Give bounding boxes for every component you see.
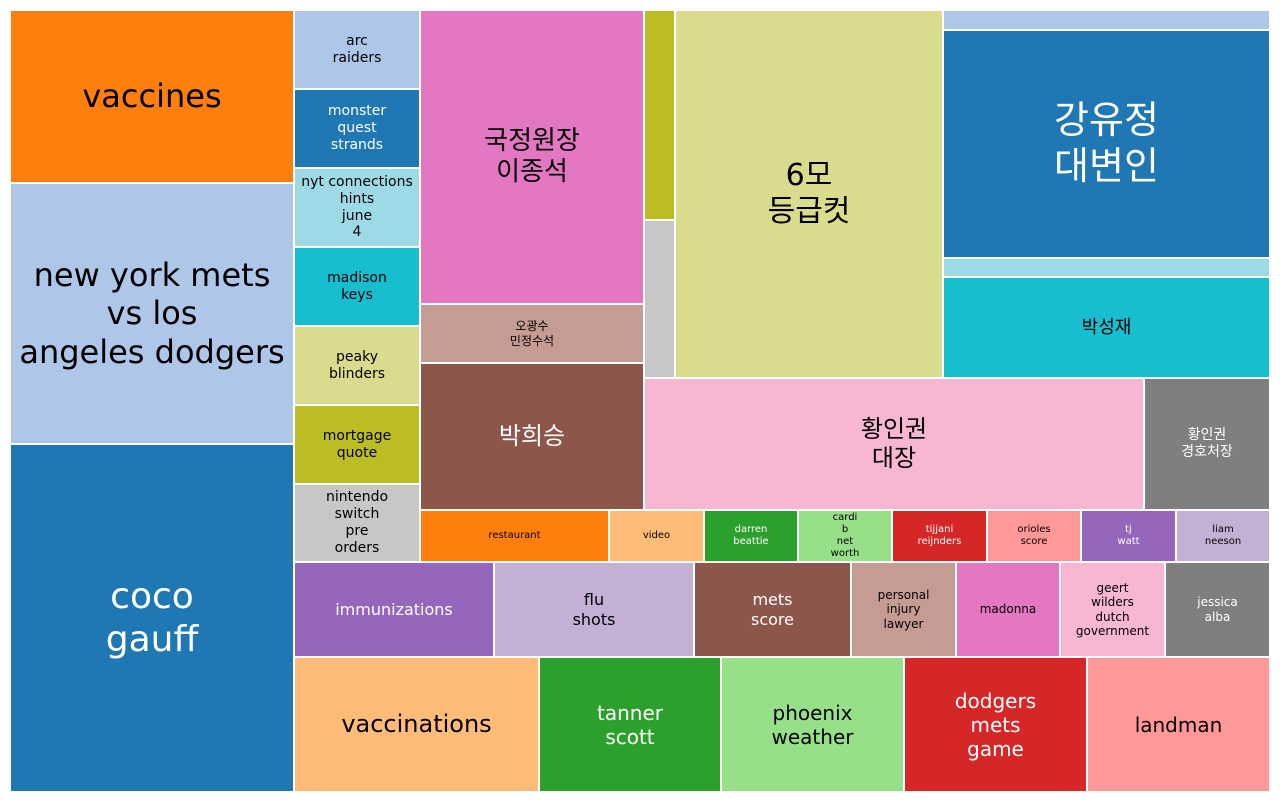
treemap-tile: coco gauff: [10, 444, 294, 792]
treemap-tile: 황인권 대장: [644, 378, 1144, 510]
treemap-tile: landman: [1087, 657, 1270, 792]
treemap-tile-label: 박성재: [1081, 316, 1132, 338]
treemap-tile: flu shots: [494, 562, 694, 657]
treemap-tile-label: phoenix weather: [771, 700, 854, 749]
treemap-tile-label: orioles score: [1017, 524, 1051, 547]
treemap-tile: 박성재: [943, 277, 1270, 378]
treemap-tile: 6모 등급컷: [675, 10, 943, 378]
treemap-tile-label: liam neeson: [1204, 524, 1242, 547]
treemap-tile: vaccinations: [294, 657, 539, 792]
treemap-tile-label: vaccinations: [341, 710, 492, 739]
treemap-tile: 박희승: [420, 363, 644, 510]
treemap-tile: new york mets vs los angeles dodgers: [10, 183, 294, 444]
treemap-tile-label: video: [642, 530, 671, 541]
treemap-tile-label: 강유정 대변인: [1054, 98, 1159, 188]
treemap-tile-label: tijjani reijnders: [917, 524, 962, 547]
treemap-tile-label: madonna: [979, 602, 1037, 617]
treemap-tile: [943, 10, 1270, 30]
treemap-tile-label: monster quest strands: [327, 103, 387, 153]
treemap-tile-label: dodgers mets game: [954, 688, 1037, 761]
treemap-tile-label: peaky blinders: [328, 348, 386, 382]
treemap-tile-label: 6모 등급컷: [767, 158, 851, 229]
treemap-tile-label: nyt connections hints june 4: [301, 173, 413, 241]
treemap-tile: nyt connections hints june 4: [294, 168, 420, 247]
treemap-tile: orioles score: [987, 510, 1081, 562]
treemap-tile: 강유정 대변인: [943, 30, 1270, 258]
treemap-tile: madison keys: [294, 247, 420, 326]
treemap-tile: liam neeson: [1176, 510, 1270, 562]
treemap-tile-label: flu shots: [572, 590, 616, 629]
treemap-tile: tijjani reijnders: [892, 510, 987, 562]
treemap-tile-label: jessica alba: [1197, 595, 1238, 624]
treemap-tile-label: personal injury lawyer: [877, 587, 930, 631]
treemap-tile-label: 국정원장 이종석: [484, 125, 580, 187]
treemap-tile: [644, 10, 675, 220]
treemap-tile: [943, 258, 1270, 277]
treemap-tile: dodgers mets game: [904, 657, 1087, 792]
treemap-tile: monster quest strands: [294, 89, 420, 168]
treemap-tile-label: arc raiders: [332, 32, 382, 66]
treemap-tile: cardi b net worth: [798, 510, 892, 562]
treemap-tile-label: 황인권 경호처장: [1181, 427, 1233, 460]
treemap-tile: immunizations: [294, 562, 494, 657]
treemap-tile: phoenix weather: [721, 657, 904, 792]
treemap-tile-label: cardi b net worth: [830, 512, 860, 559]
treemap-tile-label: immunizations: [335, 599, 453, 619]
treemap-tile: tj watt: [1081, 510, 1176, 562]
treemap-tile-label: restaurant: [488, 530, 541, 541]
treemap-tile: nintendo switch pre orders: [294, 484, 420, 562]
treemap-tile: 황인권 경호처장: [1144, 378, 1270, 510]
treemap-tile-label: 오광수 민정수석: [509, 319, 555, 348]
treemap-tile: mets score: [694, 562, 851, 657]
treemap-tile-label: nintendo switch pre orders: [325, 489, 389, 556]
treemap-tile: restaurant: [420, 510, 609, 562]
treemap-tile-label: geert wilders dutch government: [1075, 580, 1150, 638]
treemap-tile: [644, 220, 675, 378]
treemap-tile: jessica alba: [1165, 562, 1270, 657]
treemap-tile: 오광수 민정수석: [420, 304, 644, 363]
treemap-tile-label: tj watt: [1117, 524, 1140, 547]
treemap-tile: mortgage quote: [294, 405, 420, 484]
treemap-tile: 국정원장 이종석: [420, 10, 644, 304]
treemap-tile-label: mortgage quote: [322, 427, 392, 461]
treemap-tile: video: [609, 510, 704, 562]
treemap-tile-label: 박희승: [498, 422, 566, 451]
treemap-tile-label: darren beattie: [733, 524, 769, 547]
treemap-tile-label: mets score: [751, 590, 794, 629]
treemap-tile: geert wilders dutch government: [1060, 562, 1165, 657]
treemap-tile: personal injury lawyer: [851, 562, 956, 657]
treemap-tile: peaky blinders: [294, 326, 420, 405]
treemap-tile-label: 황인권 대장: [860, 415, 928, 472]
treemap-tile-label: new york mets vs los angeles dodgers: [19, 255, 285, 371]
treemap-tile-label: vaccines: [82, 77, 222, 116]
treemap-tile: arc raiders: [294, 10, 420, 89]
treemap-tile: tanner scott: [539, 657, 721, 792]
treemap-tile: darren beattie: [704, 510, 798, 562]
treemap-tile-label: landman: [1134, 712, 1223, 737]
treemap-tile: vaccines: [10, 10, 294, 183]
treemap-tile-label: tanner scott: [597, 700, 663, 749]
treemap-tile-label: madison keys: [327, 269, 387, 303]
treemap-tile: madonna: [956, 562, 1060, 657]
treemap-tile-label: coco gauff: [105, 575, 199, 660]
